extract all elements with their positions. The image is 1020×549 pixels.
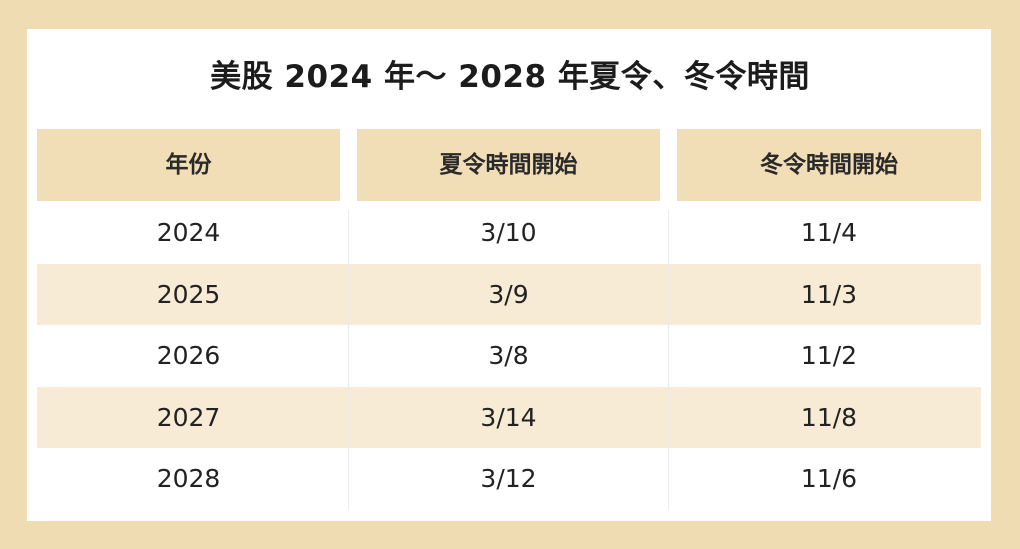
- year-cell: 2025: [156, 280, 221, 309]
- page-title: 美股 2024 年～ 2028 年夏令、冬令時間: [210, 59, 810, 95]
- column-divider: [668, 210, 669, 510]
- dst-start-cell: 3/10: [480, 218, 537, 247]
- table-row: 2026 3/8 11/2: [37, 325, 981, 386]
- std-start-cell: 11/8: [800, 403, 858, 432]
- dst-start-cell: 3/12: [480, 464, 537, 493]
- column-header-year: 年份: [37, 129, 340, 201]
- column-header-std-start: 冬令時間開始: [677, 129, 981, 201]
- std-start-cell: 11/2: [800, 341, 858, 370]
- std-start-cell: 11/4: [800, 218, 858, 247]
- column-divider: [348, 210, 349, 510]
- year-cell: 2024: [156, 218, 221, 247]
- dst-start-cell: 3/14: [480, 403, 537, 432]
- dst-start-cell: 3/8: [488, 341, 529, 370]
- year-cell: 2027: [156, 403, 221, 432]
- dst-start-cell: 3/9: [488, 280, 529, 309]
- table-row: 2025 3/9 11/3: [37, 264, 981, 325]
- year-cell: 2026: [156, 341, 221, 370]
- column-header-dst-start: 夏令時間開始: [357, 129, 660, 201]
- std-start-cell: 11/3: [800, 280, 858, 309]
- table-row: 2028 3/12 11/6: [37, 448, 981, 509]
- table-row: 2027 3/14 11/8: [37, 387, 981, 448]
- table-row: 2024 3/10 11/4: [37, 202, 981, 263]
- std-start-cell: 11/6: [800, 464, 858, 493]
- year-cell: 2028: [156, 464, 221, 493]
